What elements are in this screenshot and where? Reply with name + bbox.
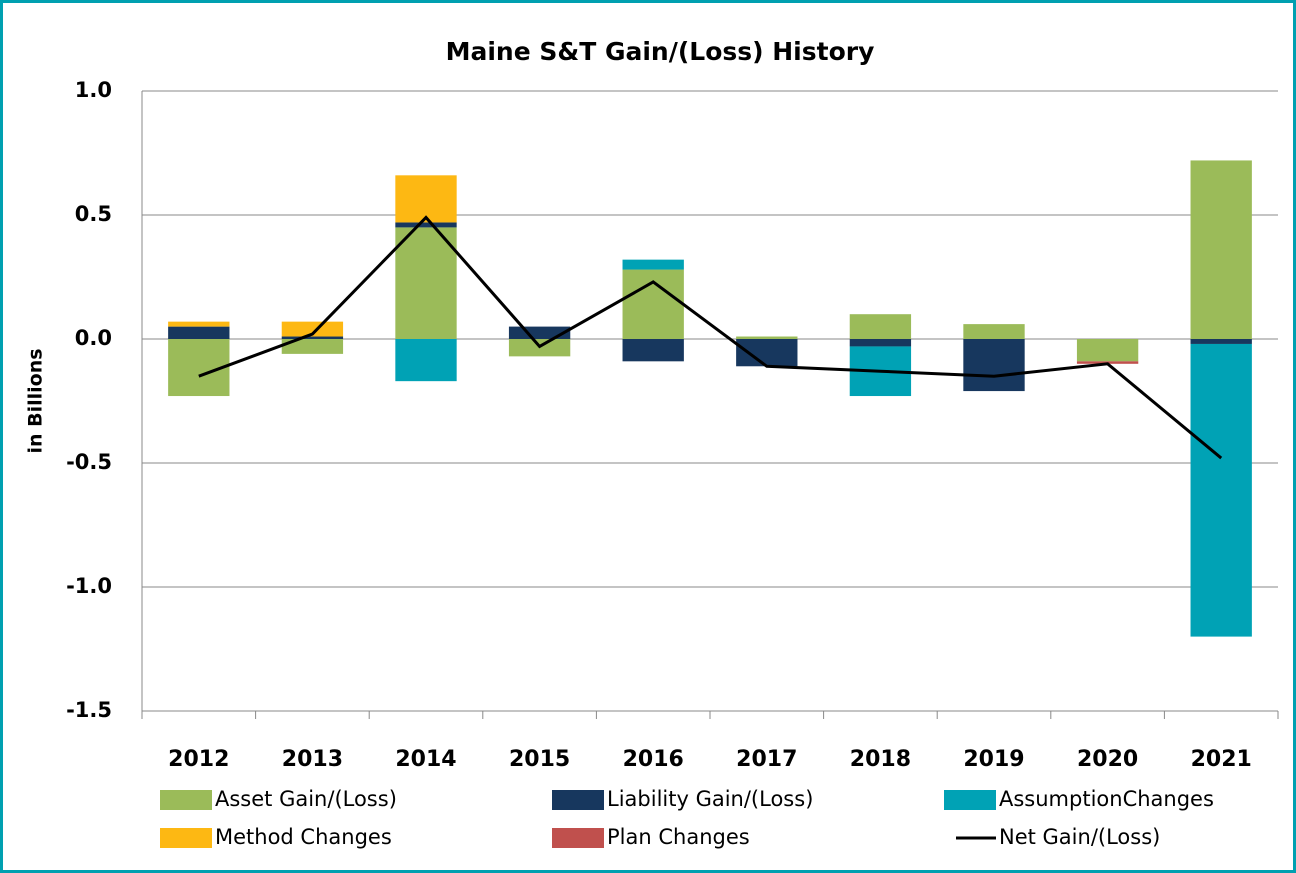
bar-segment xyxy=(281,321,344,337)
y-tick-label: 1.0 xyxy=(75,78,112,102)
legend-label: Net Gain/(Loss) xyxy=(999,825,1160,849)
net-line xyxy=(198,215,1223,460)
y-tick-label: -1.5 xyxy=(66,698,112,722)
x-tick-label: 2020 xyxy=(1077,747,1138,772)
bar-segment xyxy=(736,336,798,339)
x-tick-label: 2018 xyxy=(850,747,911,772)
legend-label: Plan Changes xyxy=(607,825,750,849)
x-tick-label: 2017 xyxy=(736,747,797,772)
bar-segment xyxy=(736,339,798,367)
legend-label: Method Changes xyxy=(215,825,392,849)
y-axis-label: in Billions xyxy=(25,348,47,453)
bar-segment xyxy=(1190,343,1252,637)
bar-segment xyxy=(1190,160,1252,339)
bar-segment xyxy=(281,339,344,354)
bar-segment xyxy=(849,339,912,347)
bar-segment xyxy=(395,227,457,339)
chart-title: Maine S&T Gain/(Loss) History xyxy=(446,37,875,66)
x-tick-label: 2015 xyxy=(509,747,570,772)
bar-segment xyxy=(622,259,684,270)
x-tick-label: 2021 xyxy=(1191,747,1252,772)
legend-swatch xyxy=(160,828,212,848)
bar-segment xyxy=(622,269,684,339)
legend-swatch xyxy=(552,790,604,810)
legend-swatch xyxy=(552,828,604,848)
bar-segment xyxy=(1190,339,1252,344)
y-tick-label: 0.5 xyxy=(75,202,112,226)
x-tick-label: 2016 xyxy=(623,747,684,772)
legend-swatch xyxy=(160,790,212,810)
bar-segment xyxy=(963,339,1025,392)
x-tick-label: 2013 xyxy=(282,747,343,772)
y-tick-label: -0.5 xyxy=(66,450,112,474)
x-tick-label: 2019 xyxy=(963,747,1024,772)
bar-segment xyxy=(281,336,344,339)
bar-segment xyxy=(395,339,457,382)
bar-segment xyxy=(168,326,230,339)
legend-label: AssumptionChanges xyxy=(999,787,1214,811)
bar-segment xyxy=(395,222,457,228)
x-tick-label: 2012 xyxy=(168,747,229,772)
x-tick-label: 2014 xyxy=(395,747,456,772)
bar-segment xyxy=(168,321,230,327)
legend-swatch xyxy=(944,790,996,810)
bar-segment xyxy=(1076,339,1139,362)
legend-label: Liability Gain/(Loss) xyxy=(607,787,813,811)
bar-segment xyxy=(622,339,684,362)
y-tick-label: -1.0 xyxy=(66,574,112,598)
bar-segment xyxy=(849,314,912,339)
y-tick-label: 0.0 xyxy=(75,326,112,350)
bar-segment xyxy=(963,324,1025,339)
legend-label: Asset Gain/(Loss) xyxy=(215,787,397,811)
bar-segment xyxy=(395,175,457,223)
